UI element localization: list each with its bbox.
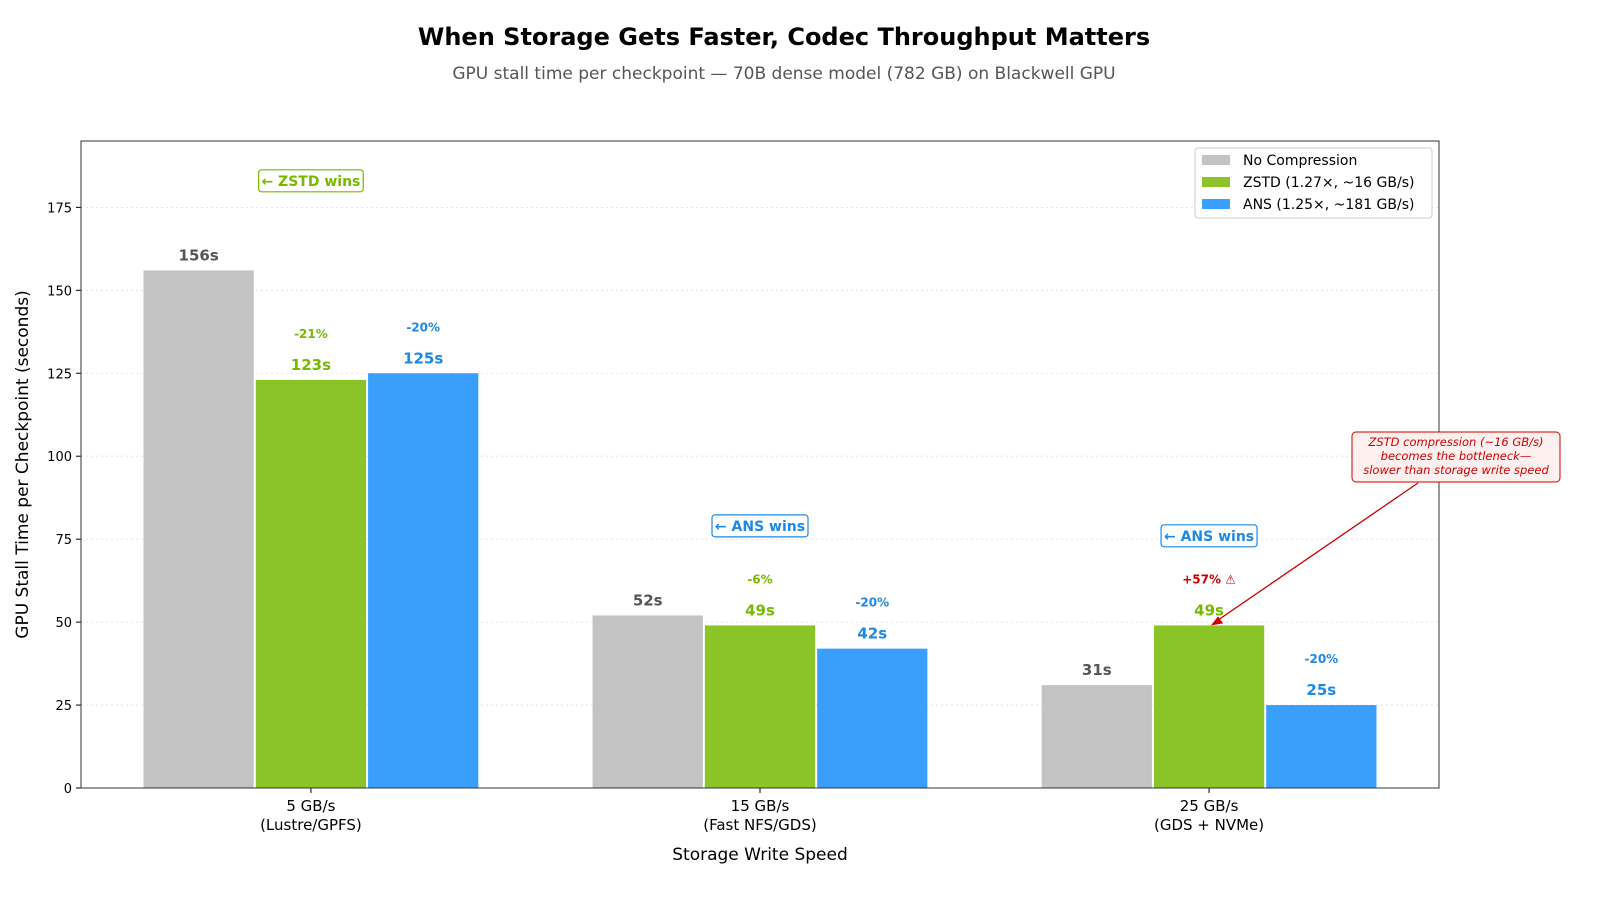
legend-label: ANS (1.25×, ~181 GB/s)	[1243, 197, 1414, 213]
y-tick-label: 75	[55, 533, 72, 548]
y-tick-label: 175	[47, 201, 72, 216]
bar-delta-label: -6%	[747, 572, 772, 586]
bar-2-1	[817, 648, 928, 788]
legend-swatch	[1202, 155, 1230, 165]
winner-label: ← ANS wins	[715, 519, 805, 535]
bar-delta-label: -20%	[855, 596, 889, 610]
winner-box	[711, 514, 809, 538]
bar-1-0	[255, 379, 367, 788]
bar-delta-label: -20%	[1304, 652, 1338, 666]
bar-1-1	[704, 625, 816, 788]
annotation-text: ZSTD compression (~16 GB/s)	[1367, 435, 1543, 449]
x-tick-label: 15 GB/s	[731, 797, 790, 815]
x-axis-label: Storage Write Speed	[672, 845, 848, 865]
arrowhead-icon	[1211, 616, 1224, 626]
x-tick-sublabel: (GDS + NVMe)	[1154, 816, 1264, 834]
bar-1-2	[1153, 625, 1265, 788]
annotation-text: becomes the bottleneck—	[1381, 449, 1532, 463]
bar-delta-label: +57% ⚠	[1182, 572, 1236, 586]
annotation-text: slower than storage write speed	[1363, 463, 1549, 477]
chart-subtitle: GPU stall time per checkpoint — 70B dens…	[452, 64, 1115, 84]
bar-value-label: 31s	[1082, 661, 1112, 679]
x-tick-sublabel: (Lustre/GPFS)	[260, 816, 362, 834]
bar-delta-label: -20%	[406, 320, 440, 334]
annotation-box	[1351, 431, 1561, 483]
y-tick-label: 0	[64, 782, 72, 797]
bar-value-label: 125s	[403, 349, 443, 367]
y-tick-label: 125	[47, 367, 72, 382]
bar-value-label: 25s	[1306, 681, 1336, 699]
y-tick-label: 50	[55, 616, 72, 631]
bar-value-label: 156s	[179, 246, 219, 264]
legend-swatch	[1202, 177, 1230, 187]
legend	[1194, 147, 1433, 219]
y-axis-label: GPU Stall Time per Checkpoint (seconds)	[13, 290, 33, 638]
y-tick-label: 150	[47, 284, 72, 299]
bar-value-label: 49s	[1194, 601, 1224, 619]
winner-label: ← ANS wins	[1164, 529, 1254, 545]
chart-title: When Storage Gets Faster, Codec Throughp…	[418, 23, 1150, 51]
y-tick-label: 25	[55, 699, 72, 714]
x-tick-label: 25 GB/s	[1180, 797, 1239, 815]
y-tick-label: 100	[47, 450, 72, 465]
bar-0-2	[1041, 685, 1152, 788]
legend-swatch	[1202, 199, 1230, 209]
winner-box	[1160, 524, 1258, 548]
bar-delta-label: -21%	[294, 327, 328, 341]
annotation-arrow	[1212, 482, 1419, 624]
bar-value-label: 52s	[633, 591, 663, 609]
winner-box	[258, 169, 364, 193]
bar-value-label: 123s	[291, 356, 331, 374]
bar-value-label: 49s	[745, 601, 775, 619]
winner-label: ← ZSTD wins	[261, 174, 360, 190]
bar-2-2	[1266, 705, 1377, 788]
x-tick-label: 5 GB/s	[286, 797, 335, 815]
bar-0-1	[592, 615, 703, 788]
legend-label: No Compression	[1243, 153, 1357, 169]
x-tick-sublabel: (Fast NFS/GDS)	[703, 816, 816, 834]
bar-value-label: 42s	[857, 625, 887, 643]
bar-0-0	[143, 270, 254, 788]
bar-2-0	[368, 373, 479, 788]
legend-label: ZSTD (1.27×, ~16 GB/s)	[1243, 175, 1414, 191]
